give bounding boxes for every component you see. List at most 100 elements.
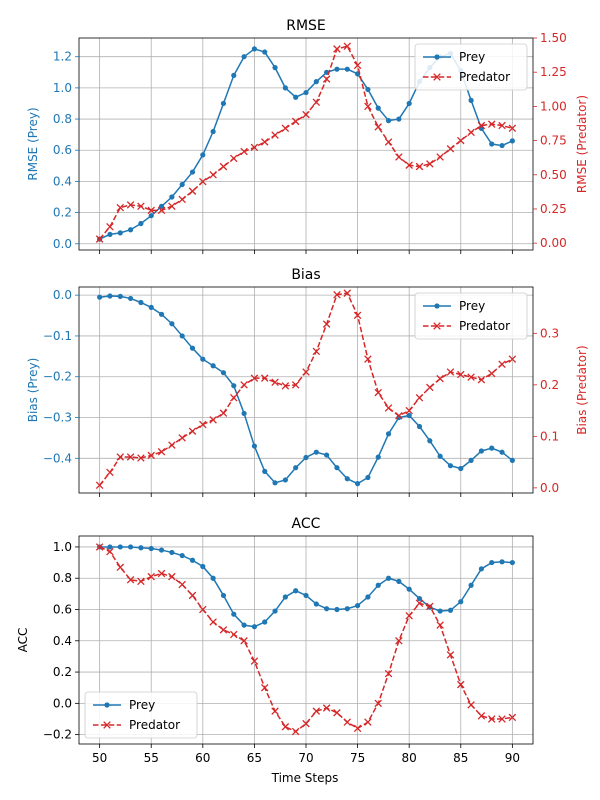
data-point-predator (477, 375, 486, 384)
data-point-predator (302, 110, 310, 119)
data-point-prey (262, 49, 268, 55)
chart-title: RMSE (286, 18, 326, 34)
data-point-prey (365, 86, 371, 93)
data-point-prey (107, 544, 113, 550)
data-point-prey (117, 293, 123, 299)
y-tick-label: 0.8 (53, 571, 72, 585)
x-tick-label: 50 (92, 751, 107, 765)
x-tick-label: 85 (453, 751, 468, 765)
data-point-prey (158, 203, 165, 209)
data-point-predator (250, 657, 259, 665)
data-point-prey (272, 608, 278, 614)
data-point-prey (200, 563, 206, 570)
y-tick-label: 0.0 (53, 696, 72, 710)
legend-label-predator: Predator (459, 319, 510, 333)
data-point-predator (312, 98, 321, 107)
data-point-prey (148, 304, 154, 310)
data-point-prey (241, 622, 247, 628)
data-point-predator (188, 427, 197, 435)
data-point-prey (324, 606, 330, 612)
data-point-predator (498, 360, 506, 369)
data-point-prey (272, 65, 278, 71)
data-point-prey (344, 66, 350, 72)
data-point-predator (436, 621, 444, 629)
data-point-predator (178, 195, 186, 204)
y-tick-label: 0.4 (53, 174, 72, 188)
data-point-prey (406, 100, 412, 107)
data-point-predator (477, 712, 486, 720)
data-point-prey (489, 559, 495, 566)
data-point-predator (477, 121, 486, 130)
legend: Prey Predator (414, 292, 528, 340)
acc-panel: 50 55 60 65 70 75 80 85 90 −0.2 0.0 0.2 0.4 0.6 0.8 1.0… (16, 516, 534, 765)
data-point-predator (147, 206, 155, 215)
data-point-predator (415, 162, 424, 171)
data-point-predator (137, 202, 145, 210)
y-right-tick-label: 0.50 (540, 168, 567, 182)
legend-marker-predator (433, 322, 441, 330)
data-point-predator (168, 572, 176, 581)
data-point-predator (415, 393, 424, 402)
y-tick-label: −0.2 (43, 728, 72, 742)
y-axis-label: ACC (16, 628, 30, 653)
y-right-tick-label: 1.50 (540, 31, 567, 45)
data-point-predator (250, 143, 259, 152)
data-point-prey (334, 66, 340, 72)
legend-label-predator: Predator (129, 718, 180, 732)
data-point-predator (291, 117, 300, 126)
y-tick-label: 0.0 (53, 288, 72, 302)
data-point-prey (293, 588, 299, 594)
data-point-prey (509, 138, 515, 144)
data-point-prey (509, 559, 515, 566)
data-point-prey (138, 220, 144, 227)
data-point-predator (271, 131, 279, 139)
y-right-tick-label: 1.00 (540, 99, 567, 113)
data-point-predator (457, 370, 465, 379)
y-right-axis-label: RMSE (Predator) (575, 95, 589, 193)
data-point-predator (436, 153, 444, 161)
data-point-predator (230, 393, 238, 402)
data-point-prey (148, 213, 154, 219)
data-point-prey (396, 116, 402, 122)
x-axis-label: Time Steps (271, 771, 339, 785)
data-point-predator (426, 602, 434, 611)
data-point-prey (354, 481, 361, 487)
data-point-predator (116, 203, 125, 212)
data-point-prey (365, 594, 371, 600)
data-point-prey (117, 230, 123, 236)
data-point-prey (458, 599, 464, 605)
data-point-prey (107, 231, 113, 238)
data-point-predator (126, 201, 135, 209)
legend-box (84, 691, 198, 739)
y-tick-label: 0.2 (53, 665, 72, 679)
data-point-prey (117, 544, 123, 550)
data-point-predator (364, 102, 372, 111)
data-point-prey (489, 445, 495, 451)
data-point-prey (189, 169, 196, 175)
data-point-predator (302, 719, 310, 728)
data-point-predator (230, 630, 238, 639)
data-point-prey (127, 227, 134, 233)
y-right-tick-label: 0.3 (540, 326, 559, 340)
y-tick-label: 1.2 (53, 50, 72, 64)
data-point-predator (384, 669, 393, 678)
data-point-predator (384, 138, 393, 146)
data-point-predator (426, 160, 434, 168)
chart-title: Bias (291, 267, 320, 283)
data-point-prey (282, 85, 288, 91)
data-point-predator (426, 383, 434, 392)
data-point-prey (189, 345, 196, 351)
data-point-prey (375, 105, 381, 111)
data-point-predator (457, 136, 465, 145)
data-point-predator (498, 715, 506, 723)
data-point-prey (210, 363, 216, 369)
data-point-predator (353, 311, 362, 320)
data-point-predator (487, 715, 496, 723)
legend-box (414, 292, 528, 340)
data-point-prey (220, 370, 227, 376)
y-right-tick-label: 1.25 (540, 65, 567, 79)
y-tick-label: −0.1 (43, 329, 72, 343)
y-right-tick-label: 0.25 (540, 202, 567, 216)
data-point-predator (312, 347, 321, 356)
